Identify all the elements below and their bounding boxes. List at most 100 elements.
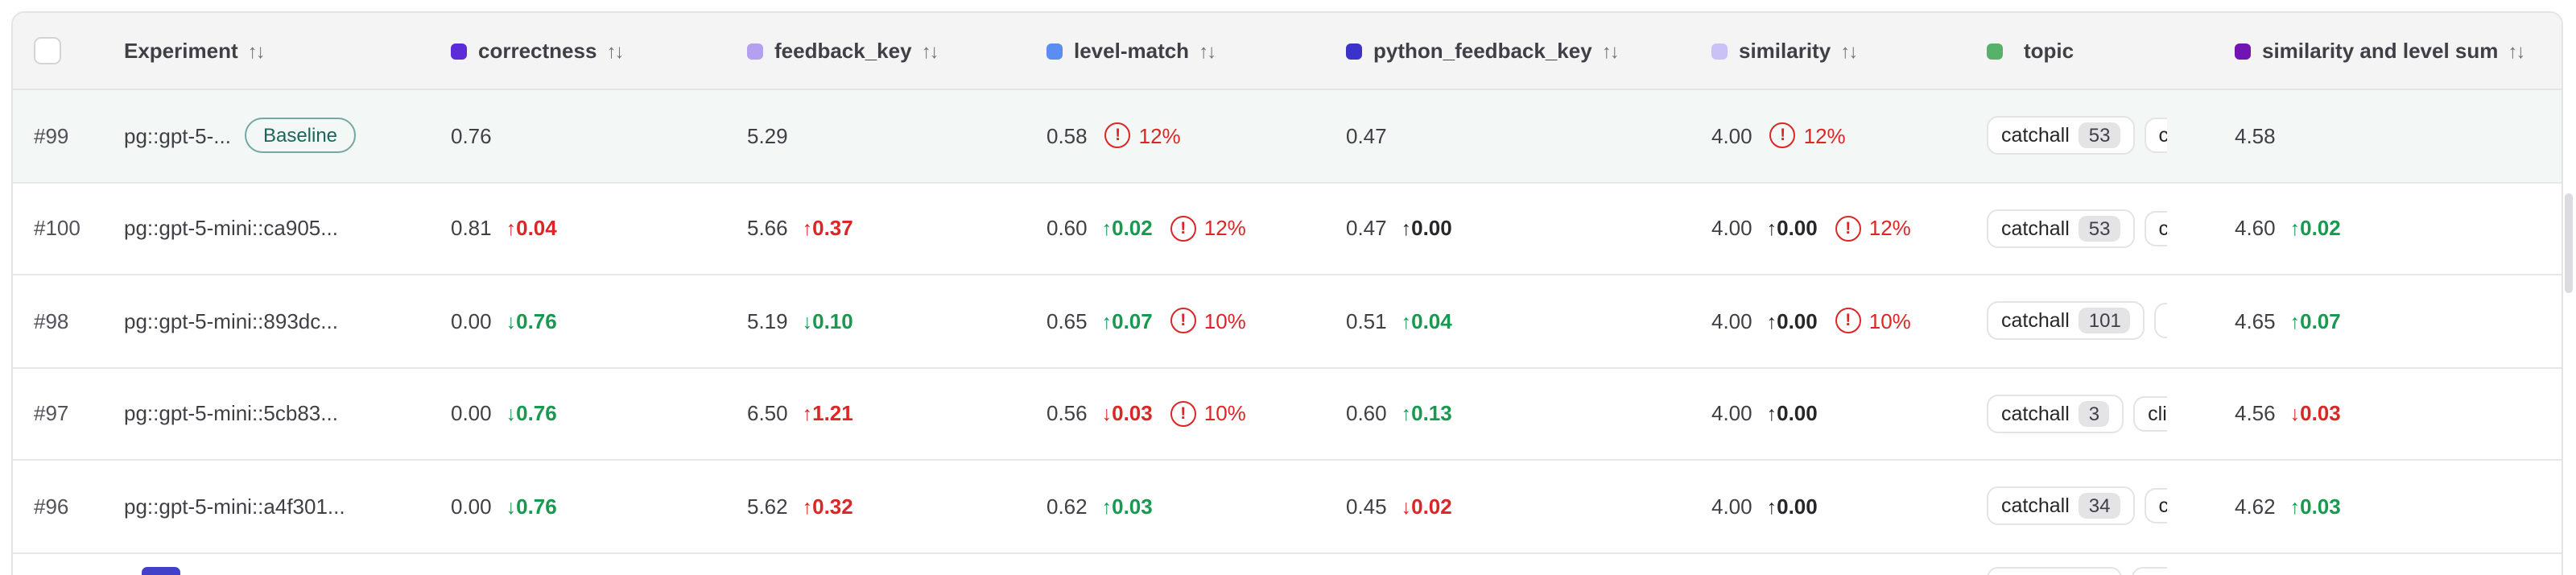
table-row[interactable]: #97 pg::gpt-5-mini::5cb83... 0.00 ↓0.76 6.50… [13,368,2562,461]
metric-cell: 0.00 ↓0.76 [438,275,734,366]
column-header-similarity[interactable]: similarity ↑↓ [1699,13,1974,89]
topic-cell: catchall 53 c [1974,183,2167,274]
metric-cell: 0.45 ↓0.02 [1333,461,1699,552]
metric-value: 4.00 [1711,123,1752,148]
warning-icon[interactable]: ! [1835,215,1861,242]
metric-cell: 5.29 [734,90,1034,181]
arrow-down-icon: ↓ [2289,403,2301,426]
warning-percent: 10% [1203,308,1246,333]
metric-value: 5.19 [747,308,788,333]
metric-value: 4.00 [1711,308,1752,333]
sort-icon: ↑↓ [1601,39,1620,62]
metric-cell: 5.66 ↑0.37 [734,183,1034,274]
warning-icon[interactable]: ! [1835,308,1861,334]
metric-value: 6.50 [747,401,788,426]
metric-value: 4.65 [2235,308,2276,333]
table-row[interactable]: #96 pg::gpt-5-mini::a4f301... 0.00 ↓0.76 5.6… [13,461,2562,553]
row-number-cell: #97 [13,368,111,459]
metric-cell: 4.58 [2167,90,2562,181]
topic-label: catchall [2001,309,2070,333]
delta-indicator: ↓0.76 [506,402,557,426]
experiment-name: pg::gpt-5-mini::5cb83... [124,401,338,426]
column-header-python_feedback_key[interactable]: python_feedback_key ↑↓ [1333,13,1699,89]
column-header-feedback_key[interactable]: feedback_key ↑↓ [734,13,1034,89]
warning-icon[interactable]: ! [1170,215,1196,242]
select-all-checkbox[interactable] [34,37,61,64]
delta-indicator: ↑0.07 [2290,309,2341,333]
table-row[interactable]: #98 pg::gpt-5-mini::893dc... 0.00 ↓0.76 5.19… [13,275,2562,368]
delta-value: 0.00 [1777,401,1818,426]
experiment-name: pg::gpt-5-... [124,123,231,148]
delta-value: 0.04 [516,216,557,241]
metric-cell: 0.00 ↓0.76 [438,461,734,552]
arrow-up-icon: ↑ [1101,310,1113,333]
delta-indicator: ↑0.00 [1767,217,1818,241]
delta-indicator: ↑0.00 [1767,309,1818,333]
metric-value: 0.45 [1346,494,1387,519]
column-header-experiment[interactable]: Experiment ↑↓ [111,13,438,89]
metric-cell: 4.00! 12% [1699,90,1974,181]
topic-count-badge: 3 [2079,400,2110,427]
row-number: #99 [34,123,69,148]
metric-cell: 5.62 ↑0.32 [734,461,1034,552]
delta-indicator: ↑1.21 [803,402,853,426]
column-label: level-match [1074,39,1190,63]
metric-cell: 4.65 ↑0.07 [2167,275,2562,366]
table-row[interactable]: #100 pg::gpt-5-mini::ca905... 0.81 ↑0.04 5.6… [13,183,2562,275]
delta-indicator: ↑0.37 [803,217,853,241]
delta-indicator: ↑0.02 [1102,217,1153,241]
topic-pill [1987,566,2122,575]
topic-count-badge: 34 [2079,493,2120,519]
topic-count-badge: 101 [2079,308,2131,334]
column-label: python_feedback_key [1373,39,1592,63]
delta-value: 0.13 [1411,401,1452,426]
table-header-row: Experiment ↑↓ correctness ↑↓ feedback_key ↑↓ l… [13,13,2562,90]
warning-icon[interactable]: ! [1769,122,1796,149]
correctness-dot-icon [451,43,467,59]
sort-icon: ↑↓ [1199,39,1216,62]
arrow-up-icon: ↑ [1101,217,1113,241]
delta-indicator: ↓0.76 [506,309,557,333]
experiment-cell: pg::gpt-5-mini::5cb83... [111,368,438,459]
metric-cell: 4.00 ↑0.00! 12% [1699,183,1974,274]
delta-value: 0.03 [1112,494,1153,519]
metric-cell: 0.76 [438,90,734,181]
experiment-cell: pg::gpt-5-mini::893dc... [111,275,438,366]
topic-pill: catchall 53 [1987,116,2135,155]
column-label: similarity [1739,39,1831,63]
column-header-level_match[interactable]: level-match ↑↓ [1034,13,1333,89]
experiment-name: pg::gpt-5-mini::893dc... [124,308,338,333]
topic-pill: cli [2133,395,2167,432]
topic-pill: catchall 34 [1987,486,2135,526]
delta-value: 0.76 [516,308,557,333]
vertical-scrollbar-thumb[interactable] [2565,193,2573,293]
delta-value: 0.32 [812,494,853,519]
warning-icon[interactable]: ! [1170,400,1196,427]
topic-label: cli [2148,402,2167,425]
metric-value: 4.00 [1711,494,1752,519]
delta-indicator: ↑0.03 [1102,494,1153,519]
metric-value: 0.60 [1346,401,1387,426]
delta-value: 0.00 [1411,216,1452,241]
column-header-similarity_and_level_sum[interactable]: similarity and level sum ↑↓ [2167,13,2562,89]
regression-warning: ! 12% [1170,215,1246,242]
metric-cell: 5.19 ↓0.10 [734,275,1034,366]
arrow-up-icon: ↑ [2289,217,2301,241]
delta-value: 0.10 [812,308,853,333]
metric-cell: 0.60 ↑0.13 [1333,368,1699,459]
metric-cell: 0.56 ↓0.03! 10% [1034,368,1333,459]
delta-value: 0.07 [2300,308,2341,333]
metric-value: 0.62 [1046,494,1088,519]
table-row[interactable]: #99 pg::gpt-5-... Baseline 0.76 5.29 0.58! 12%… [13,90,2562,183]
column-header-correctness[interactable]: correctness ↑↓ [438,13,734,89]
experiment-name: pg::gpt-5-mini::ca905... [124,216,338,241]
warning-icon[interactable]: ! [1104,122,1131,149]
topic-dot-icon [1987,43,2003,59]
experiment-cell: pg::gpt-5-mini::a4f301... [111,461,438,552]
warning-icon[interactable]: ! [1170,308,1196,334]
empty-cell [2167,553,2562,575]
delta-indicator: ↑0.04 [506,217,557,241]
delta-value: 0.37 [812,216,853,241]
metric-value: 0.47 [1346,216,1387,241]
topic-pill: catchall 101 [1987,301,2145,341]
